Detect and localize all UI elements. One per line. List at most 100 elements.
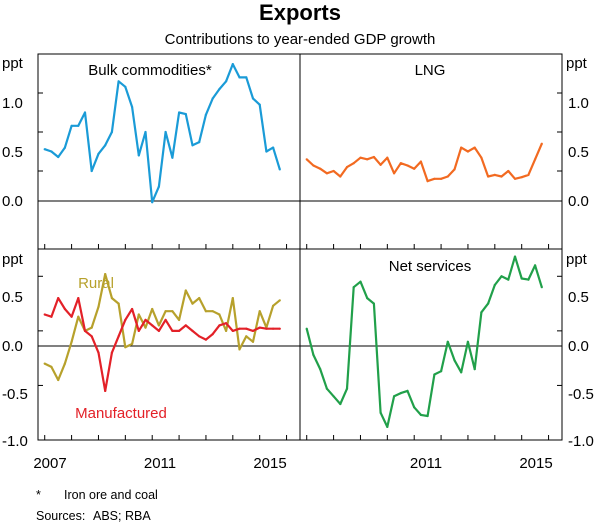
data-point <box>453 359 456 362</box>
data-point <box>198 335 201 338</box>
data-point <box>433 177 436 180</box>
data-point <box>231 297 234 300</box>
data-point <box>218 324 221 327</box>
panel-frame <box>37 53 563 441</box>
footnote-marker: * <box>36 488 41 502</box>
data-point <box>527 278 530 281</box>
data-point <box>151 307 154 311</box>
data-point <box>487 302 490 305</box>
data-point <box>345 387 349 390</box>
series-line-bulk-commodities <box>44 62 281 204</box>
data-point <box>319 167 322 170</box>
data-point <box>446 175 449 178</box>
data-point <box>225 80 228 83</box>
data-point <box>211 333 214 336</box>
data-point <box>151 201 154 204</box>
data-point <box>359 156 362 159</box>
sources-label: Sources: <box>36 509 85 523</box>
data-point <box>198 297 201 300</box>
ytick-label: -1.0 <box>568 433 594 450</box>
data-point <box>245 327 248 330</box>
data-point <box>493 283 496 287</box>
data-point <box>507 278 510 281</box>
ytick-label: -1.0 <box>2 433 28 450</box>
data-point <box>184 324 187 327</box>
data-point <box>493 173 496 176</box>
ylabel-bottom-left: ppt <box>2 251 24 268</box>
ytick-label: -0.5 <box>2 386 28 403</box>
series-net-services <box>305 255 543 428</box>
data-point <box>157 329 160 332</box>
data-point <box>63 362 66 365</box>
data-point <box>527 173 530 176</box>
data-point <box>231 63 234 66</box>
data-point <box>440 177 443 180</box>
data-point <box>440 370 443 373</box>
data-point <box>413 167 416 170</box>
ytick-label: 0.0 <box>568 338 589 355</box>
data-point <box>124 85 127 88</box>
data-point <box>204 310 207 313</box>
data-point <box>251 340 255 343</box>
data-point <box>164 318 167 321</box>
data-point <box>70 340 73 343</box>
data-point <box>90 326 93 329</box>
data-point <box>97 305 100 308</box>
ylabel-top-right: ppt <box>566 55 588 72</box>
data-point <box>77 124 80 127</box>
data-point <box>305 327 308 330</box>
data-point <box>386 156 389 159</box>
figure-title: Exports <box>259 0 341 25</box>
data-point <box>251 329 255 332</box>
ytick-label: 0.0 <box>2 193 23 210</box>
data-point <box>131 307 134 311</box>
data-point <box>90 169 93 173</box>
data-point <box>540 286 543 289</box>
data-point <box>50 315 53 318</box>
data-point <box>500 275 503 278</box>
data-point <box>312 164 315 167</box>
data-point <box>487 175 490 178</box>
xtick-label: 2011 <box>410 455 442 472</box>
data-point <box>399 162 402 165</box>
data-point <box>406 164 409 167</box>
data-point <box>178 329 181 332</box>
data-point <box>419 413 422 416</box>
data-point <box>345 166 349 169</box>
data-point <box>372 155 375 159</box>
data-point <box>419 160 422 163</box>
data-point <box>43 148 46 151</box>
ytick-label: 0.5 <box>568 144 589 161</box>
data-point <box>245 76 248 79</box>
series-lng <box>305 142 543 183</box>
data-point <box>366 158 369 161</box>
ylabel-top-left: ppt <box>2 55 24 72</box>
series-manufactured <box>43 297 281 392</box>
data-point <box>540 142 543 145</box>
data-point <box>278 168 281 171</box>
data-point <box>137 329 140 332</box>
data-point <box>137 313 140 316</box>
data-point <box>97 351 100 354</box>
xtick-label: 2015 <box>253 455 286 472</box>
data-point <box>70 124 73 127</box>
data-point <box>43 362 46 365</box>
data-point <box>104 389 107 392</box>
data-point <box>50 150 53 153</box>
data-point <box>473 368 476 371</box>
data-point <box>57 155 60 159</box>
data-point <box>500 175 503 178</box>
data-point <box>520 277 523 280</box>
data-point <box>63 146 66 149</box>
data-point <box>144 318 147 321</box>
data-point <box>231 329 234 332</box>
data-point <box>157 185 160 188</box>
data-point <box>204 113 207 116</box>
data-point <box>178 318 181 321</box>
data-point <box>460 371 463 374</box>
data-point <box>272 146 275 149</box>
data-point <box>83 111 87 114</box>
data-point <box>446 340 449 343</box>
data-point <box>144 326 147 329</box>
data-point <box>325 172 328 175</box>
